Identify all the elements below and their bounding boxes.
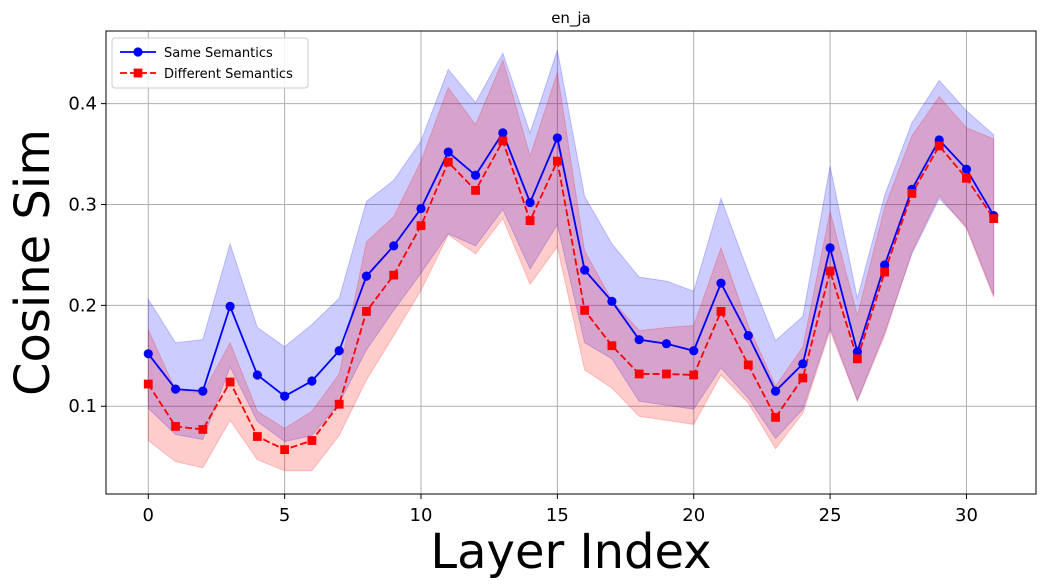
data-point-series-2 <box>225 377 235 387</box>
data-point-series-1 <box>198 386 208 396</box>
data-point-series-1 <box>334 346 344 356</box>
confidence-band-series-2 <box>147 58 995 472</box>
data-point-series-1 <box>389 241 399 251</box>
data-point-series-2 <box>552 156 562 166</box>
data-point-series-1 <box>280 391 290 401</box>
legend: Same Semantics Different Semantics <box>111 37 309 89</box>
axis-ticks: 0 5 10 15 20 25 30 0.1 0.2 0.3 0.4 <box>68 94 978 526</box>
data-point-series-1 <box>143 349 153 359</box>
plot-area-frame <box>105 30 1037 495</box>
data-point-series-1 <box>252 370 262 380</box>
data-point-series-2 <box>989 214 999 224</box>
data-point-series-1 <box>443 147 453 157</box>
x-axis-title: Layer Index <box>430 524 711 580</box>
confidence-band-series-1 <box>147 50 995 443</box>
data-point-series-2 <box>825 266 835 276</box>
y-tick-label: 0.3 <box>68 194 97 215</box>
x-tick-label: 25 <box>819 505 842 526</box>
data-point-series-1 <box>225 301 235 311</box>
legend-label-series-1: Same Semantics <box>164 46 273 61</box>
x-tick-label: 30 <box>955 505 978 526</box>
confidence-bands <box>147 50 995 472</box>
series-markers <box>143 128 999 455</box>
data-point-series-1 <box>661 339 672 349</box>
data-point-series-2 <box>307 436 317 445</box>
data-point-series-2 <box>171 422 180 431</box>
data-point-series-2 <box>416 221 426 231</box>
data-point-series-2 <box>934 141 944 151</box>
data-point-series-2 <box>880 267 890 277</box>
data-point-series-2 <box>198 425 208 434</box>
data-point-series-1 <box>770 386 781 396</box>
legend-box <box>111 37 309 89</box>
x-tick-label: 10 <box>410 505 433 526</box>
data-point-series-1 <box>852 347 862 357</box>
data-point-series-2 <box>443 157 453 167</box>
x-tick-label: 15 <box>546 505 569 526</box>
data-point-series-1 <box>634 335 644 345</box>
data-point-series-2 <box>389 270 399 280</box>
data-point-series-1 <box>961 164 972 174</box>
data-point-series-1 <box>361 271 372 281</box>
data-point-series-2 <box>852 354 862 364</box>
data-point-series-2 <box>498 136 508 146</box>
data-point-series-2 <box>362 307 371 316</box>
data-point-series-1 <box>170 384 181 394</box>
data-point-series-2 <box>798 373 808 383</box>
data-point-series-2 <box>716 307 726 316</box>
data-point-series-1 <box>525 197 535 208</box>
data-point-series-2 <box>471 185 480 195</box>
data-point-series-1 <box>607 296 617 306</box>
data-point-series-1 <box>825 243 835 253</box>
data-point-series-2 <box>252 432 262 441</box>
data-point-series-2 <box>662 369 671 379</box>
legend-label-series-2: Different Semantics <box>164 67 293 82</box>
series-line-2 <box>147 138 995 451</box>
data-point-series-2 <box>771 412 780 422</box>
y-axis-title: Cosine Sim <box>5 129 61 396</box>
data-point-series-2 <box>143 379 153 389</box>
y-tick-label: 0.2 <box>68 295 97 316</box>
series-lines <box>147 130 995 451</box>
data-point-series-2 <box>689 370 699 380</box>
y-tick-label: 0.1 <box>68 396 97 417</box>
chart-title: en_ja <box>551 9 591 28</box>
data-point-series-1 <box>580 265 590 275</box>
legend-marker-series-1 <box>133 47 143 57</box>
data-point-series-2 <box>525 216 535 226</box>
data-point-series-2 <box>334 399 344 409</box>
data-point-series-1 <box>470 170 481 180</box>
data-point-series-2 <box>962 173 971 183</box>
data-point-series-1 <box>552 133 562 143</box>
legend-marker-series-2 <box>133 68 143 78</box>
data-point-series-1 <box>798 359 808 369</box>
data-point-series-1 <box>498 128 508 138</box>
data-point-series-1 <box>307 376 317 386</box>
data-point-series-1 <box>416 203 426 214</box>
data-point-series-2 <box>634 369 644 379</box>
data-point-series-1 <box>689 346 699 356</box>
data-point-series-1 <box>880 260 890 270</box>
data-point-series-2 <box>580 306 590 315</box>
data-point-series-2 <box>607 341 617 351</box>
series-line-1 <box>147 130 995 398</box>
x-tick-label: 0 <box>143 505 154 526</box>
x-tick-label: 20 <box>682 505 705 526</box>
data-point-series-1 <box>743 331 753 341</box>
data-point-series-1 <box>716 278 726 288</box>
data-point-series-2 <box>907 189 917 198</box>
data-point-series-2 <box>280 445 290 455</box>
x-tick-label: 5 <box>279 505 290 526</box>
y-tick-label: 0.4 <box>68 94 97 115</box>
data-point-series-2 <box>743 360 753 370</box>
